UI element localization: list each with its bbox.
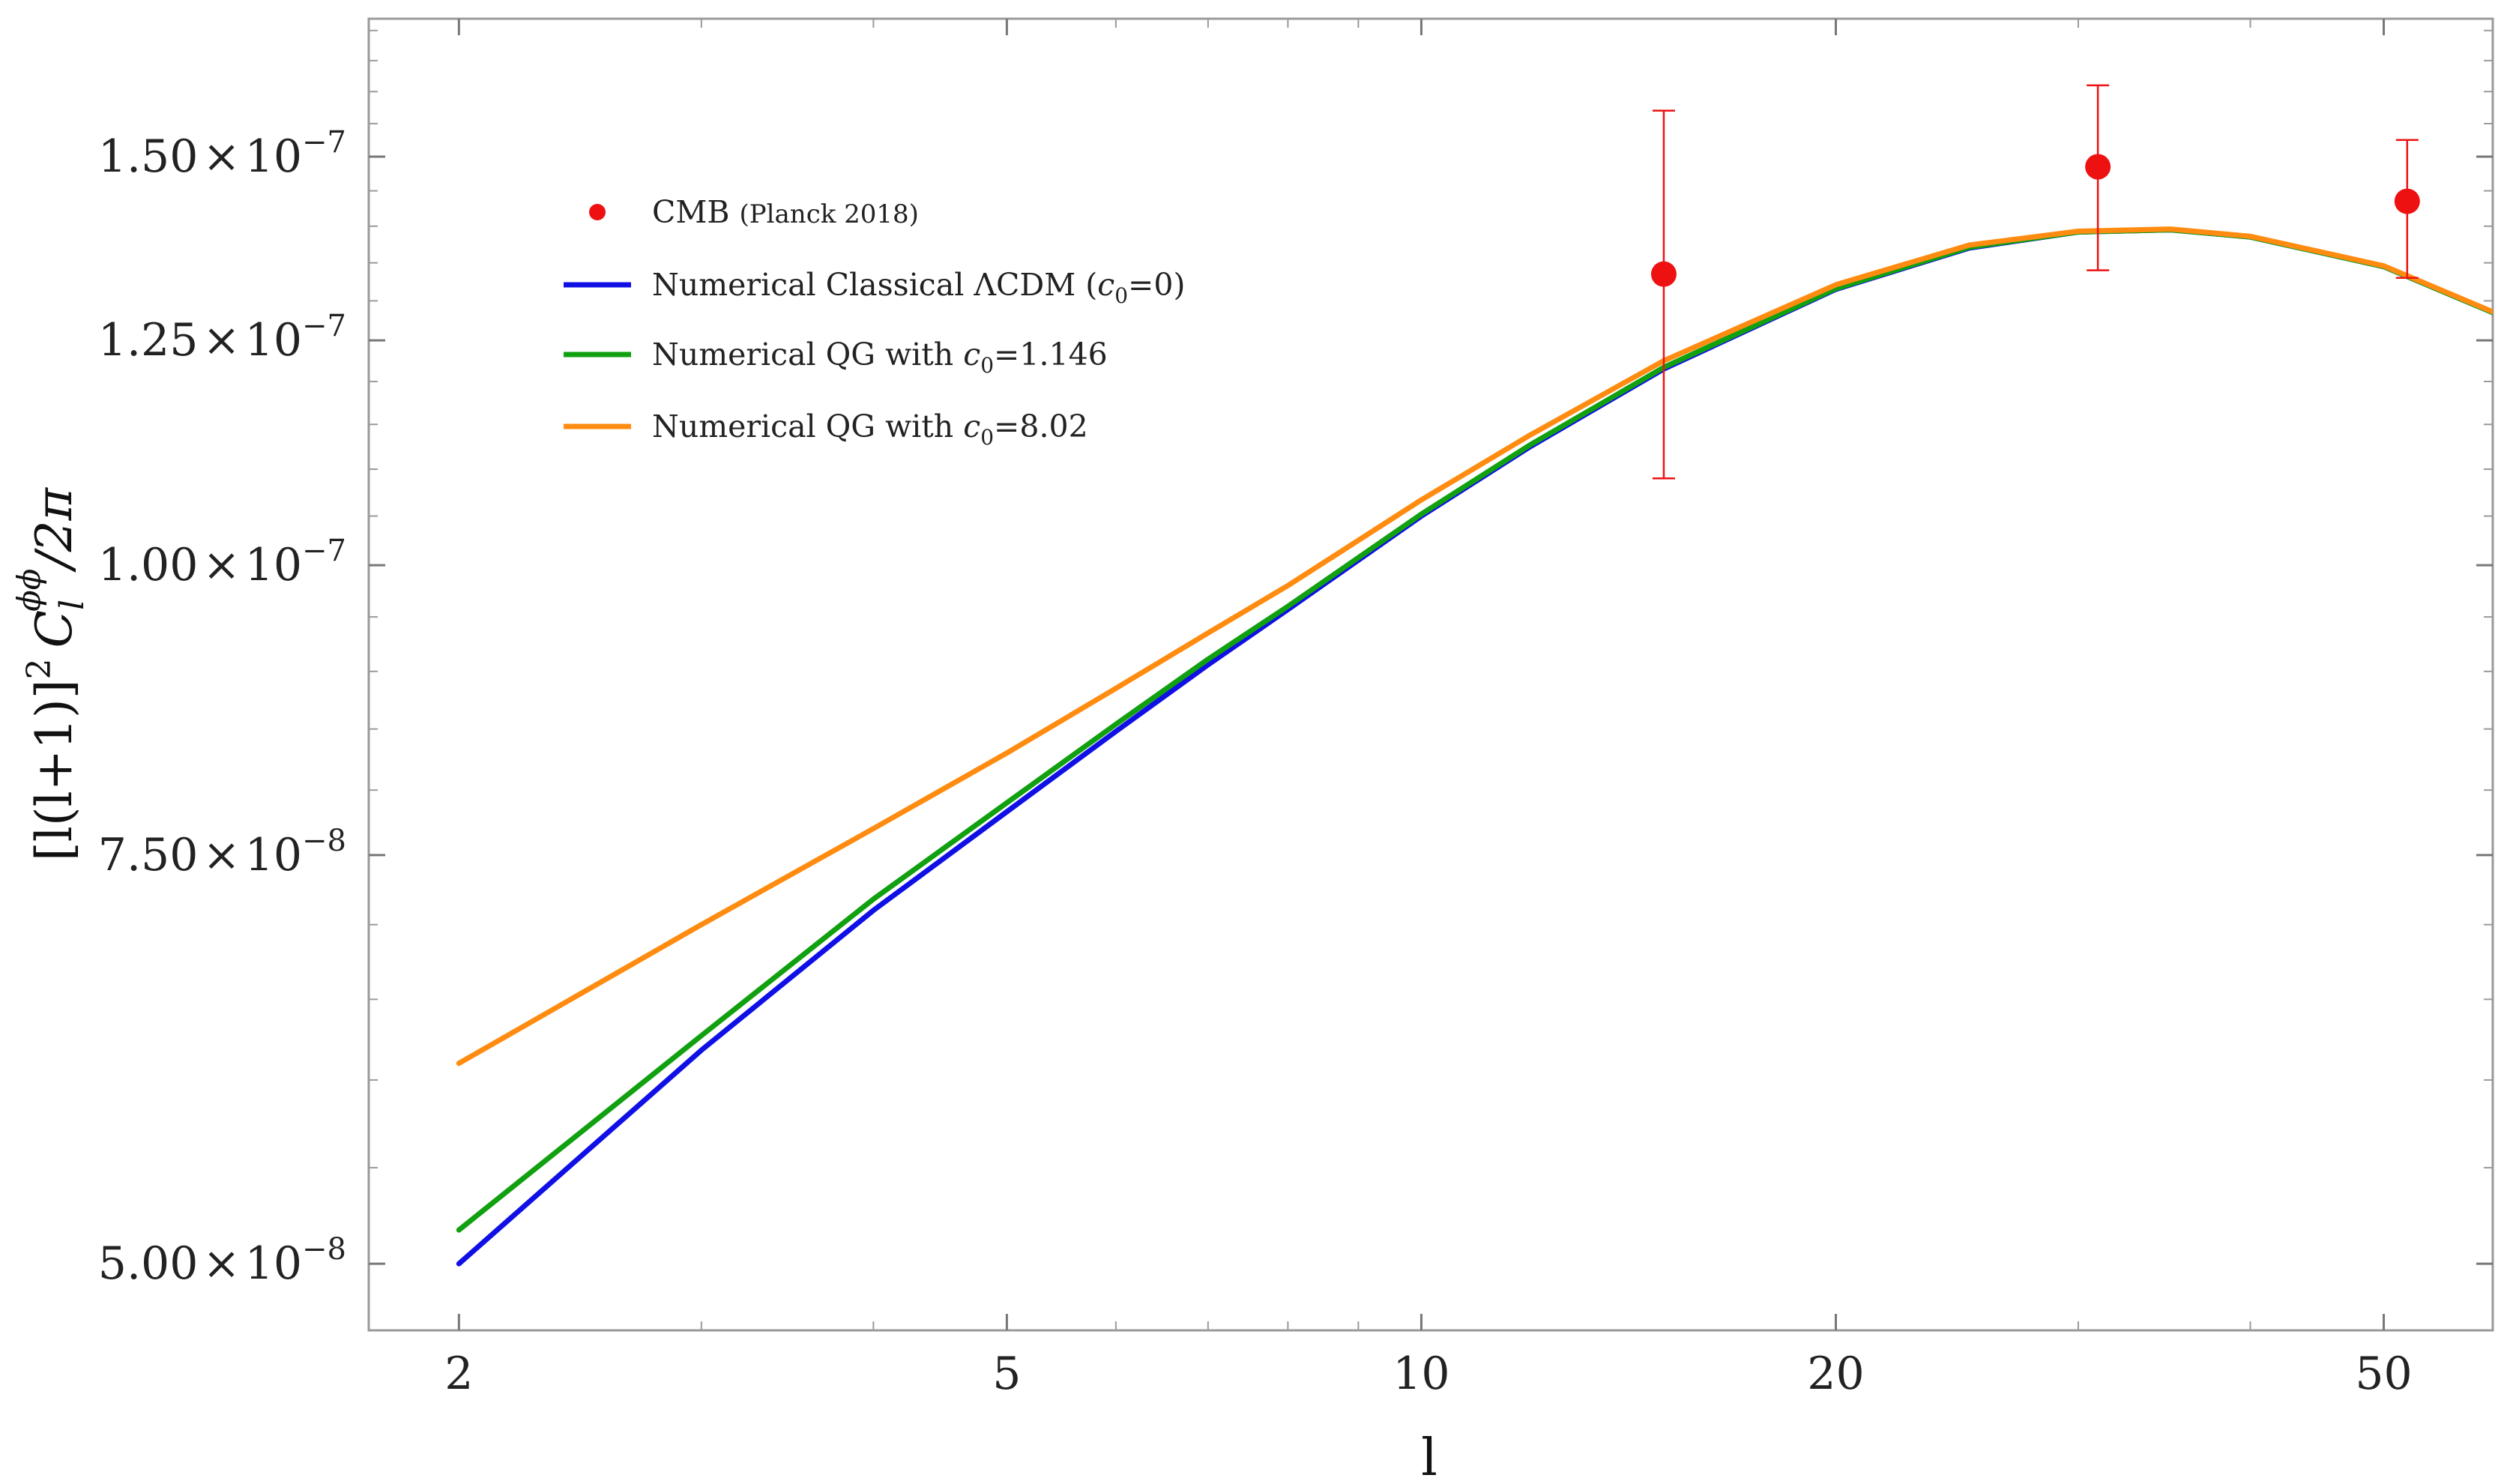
y-tick-label: 1.50 × 10−7 <box>98 125 346 183</box>
svg-text:[l(l+1)]2Clϕϕ/2π: [l(l+1)]2 Clϕϕ/2π <box>10 486 91 861</box>
y-tick-label: 1.25 × 10−7 <box>98 309 346 367</box>
y-axis-ticks: 1.50 × 10−7 1.25 × 10−7 1.00 × 10−7 7.50 × 10−8 5.00… <box>98 125 2493 1290</box>
x-tick-label: 20 <box>1807 1348 1864 1400</box>
y-axis-title-square: 2 <box>20 658 58 679</box>
x-axis-ticks: 2 5 10 20 50 <box>444 19 2413 1400</box>
series-line-qg-802 <box>456 226 2493 1067</box>
y-axis-title-phiphi-superscript: ϕϕ <box>10 569 47 612</box>
legend: CMB (Planck 2018) Numerical Classical ΛC… <box>564 194 1185 450</box>
y-tick-label: 1.00 × 10−7 <box>98 534 346 591</box>
y-axis-title-bracket: [l(l+1)] <box>25 679 83 861</box>
y-axis-title-over-2pi: /2π <box>25 486 83 573</box>
series-layer <box>456 226 2493 1267</box>
y-tick-label: 7.50 × 10−8 <box>98 824 346 881</box>
x-tick-label: 10 <box>1393 1348 1449 1400</box>
data-point-cmb <box>2394 188 2420 214</box>
data-point-cmb <box>2085 154 2111 180</box>
plot-frame <box>367 17 2494 1332</box>
legend-label-qg-802: Numerical QG with c0=8.02 <box>652 408 1088 450</box>
x-tick-label: 5 <box>992 1348 1021 1400</box>
data-point-cmb <box>1650 261 1677 287</box>
data-points-layer <box>1650 84 2420 480</box>
legend-label-cmb: CMB (Planck 2018) <box>652 194 919 230</box>
x-axis-title: l <box>1421 1429 1437 1484</box>
y-tick-label: 5.00 × 10−8 <box>98 1232 346 1290</box>
y-axis-title-l-subscript: l <box>53 600 91 610</box>
legend-marker-cmb <box>589 204 606 220</box>
legend-label-lcdm: Numerical Classical ΛCDM (c0=0) <box>652 267 1185 308</box>
legend-label-qg-1146: Numerical QG with c0=1.146 <box>652 337 1108 378</box>
y-axis-title: [l(l+1)]2 Clϕϕ/2π <box>10 486 91 861</box>
x-tick-label: 50 <box>2355 1348 2412 1400</box>
x-tick-label: 2 <box>444 1348 473 1400</box>
y-axis-title-c: C <box>25 610 83 648</box>
